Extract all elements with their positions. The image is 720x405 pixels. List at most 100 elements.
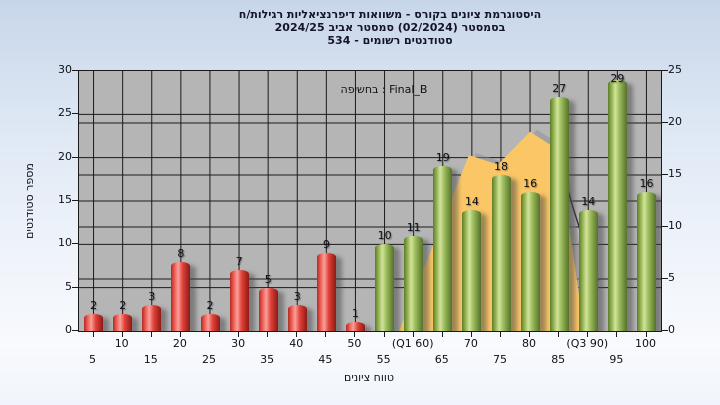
x-axis-title: טווח ציונים <box>344 371 394 384</box>
bar-value-label-40: 3 <box>293 290 301 303</box>
left-axis-tick <box>72 200 78 201</box>
plot-area: 2 2 3 8 2 7 5 3 9 1 10 11 19 14 18 16 27 14 29 16 בחשיפה : … <box>78 70 662 332</box>
left-axis-tick-label: 0 <box>65 323 72 336</box>
x-axis-label-row2: 35 <box>260 353 275 366</box>
x-axis-tick <box>558 332 560 337</box>
bar-value-label-65: 19 <box>435 151 450 165</box>
right-axis-tick-label: 25 <box>668 63 682 76</box>
x-axis-label-row1: 10 <box>114 337 129 350</box>
right-axis-tick <box>662 122 668 123</box>
x-axis-tick <box>179 332 181 337</box>
right-axis-tick-label: 15 <box>668 167 682 180</box>
bar-value-label-30: 7 <box>235 255 243 269</box>
left-axis-tick <box>72 113 78 115</box>
bar-value-label-70: 14 <box>464 194 479 208</box>
left-axis-tick <box>72 286 78 288</box>
right-axis-tick-label: 5 <box>668 271 675 284</box>
x-axis-label-row2: 65 <box>434 353 449 366</box>
right-axis-tick <box>662 70 668 71</box>
bar-value-label-20: 8 <box>177 246 185 260</box>
right-axis-tick-label: 0 <box>668 323 675 336</box>
x-axis-tick <box>616 332 618 337</box>
bar-grade-45 <box>316 253 336 331</box>
x-axis-label-row2: 5 <box>89 353 96 366</box>
chart-title-block: היסטוגרמת ציונים בקורס - משוואות דיפרנצי… <box>60 8 720 47</box>
bar-value-label-95: 29 <box>610 72 625 85</box>
bar-grade-50 <box>345 322 365 331</box>
x-axis-label-row1: 20 <box>172 337 187 350</box>
x-axis-tick <box>645 332 647 337</box>
left-axis-tick-label: 30 <box>58 63 72 76</box>
x-axis-tick <box>121 332 123 337</box>
bar-value-label-60: 11 <box>406 220 421 234</box>
x-axis-label-row2: 45 <box>318 353 333 366</box>
left-axis-tick <box>72 330 78 331</box>
x-axis-label-row1: (Q3 90) <box>566 337 609 350</box>
x-axis-tick <box>325 332 327 337</box>
x-axis-tick <box>412 332 414 337</box>
left-axis-tick-label: 15 <box>58 193 72 206</box>
left-axis-tick-label: 20 <box>58 149 72 163</box>
bar-grade-65 <box>433 166 453 331</box>
bar-grade-15 <box>142 305 162 331</box>
x-axis-label-row1: (Q1 60) <box>391 337 434 350</box>
bar-value-label-35: 5 <box>264 272 272 286</box>
x-axis-tick <box>500 332 501 337</box>
bar-grade-95 <box>607 79 627 331</box>
right-axis-tick <box>662 330 668 331</box>
bar-value-label-55: 10 <box>377 229 392 243</box>
bar-grade-25 <box>200 313 220 331</box>
x-axis-label-row1: 100 <box>635 337 656 350</box>
x-axis-tick <box>267 332 269 337</box>
chart-title-line3: סטודנטים רשומים - 534 <box>327 34 453 47</box>
bar-grade-70 <box>462 209 482 331</box>
left-axis-tick-label: 5 <box>65 279 72 293</box>
x-axis-label-row2: 25 <box>202 353 216 366</box>
right-axis-tick <box>662 278 668 279</box>
x-axis-tick <box>383 332 385 337</box>
bar-grade-55 <box>375 244 395 331</box>
bar-grade-90 <box>578 209 598 331</box>
x-axis-label-row2: 95 <box>609 353 624 366</box>
x-axis-tick <box>587 332 589 337</box>
x-axis-label-row2: 55 <box>376 353 391 366</box>
x-axis-tick <box>470 332 472 337</box>
bar-value-label-25: 2 <box>206 298 214 312</box>
left-axis-tick <box>72 243 78 245</box>
bar-value-label-100: 16 <box>639 177 654 191</box>
x-axis-label-row1: 30 <box>231 337 246 350</box>
bar-grade-5 <box>84 313 104 331</box>
x-axis-label-row1: 50 <box>347 337 362 350</box>
x-axis-tick <box>150 332 152 337</box>
bar-value-label-85: 27 <box>552 82 567 95</box>
x-axis-tick <box>354 332 356 337</box>
x-axis-tick <box>296 332 298 337</box>
right-axis-tick-label: 10 <box>668 219 682 232</box>
y-axis-title: מספר סטודנטים <box>23 163 36 239</box>
left-axis-tick-label: 25 <box>58 106 72 120</box>
bar-value-label-50: 1 <box>351 307 359 321</box>
x-axis-label-row1: 40 <box>289 337 304 350</box>
left-axis-tick <box>72 70 78 71</box>
chart-title-line1: היסטוגרמת ציונים בקורס - משוואות דיפרנצי… <box>238 8 542 21</box>
bar-grade-40 <box>287 305 307 331</box>
bar-value-label-75: 18 <box>494 160 508 173</box>
x-axis-tick <box>209 332 210 337</box>
bar-value-label-90: 14 <box>581 194 596 208</box>
bar-grade-30 <box>229 270 249 331</box>
bar-value-label-10: 2 <box>119 298 127 312</box>
x-axis-label-row2: 75 <box>493 353 507 366</box>
x-axis-label-row1: 80 <box>522 337 536 350</box>
bar-value-label-15: 3 <box>148 290 156 303</box>
left-axis-tick-label: 10 <box>58 236 72 250</box>
left-axis-tick <box>72 156 78 158</box>
bar-grade-85 <box>549 97 569 331</box>
x-axis-label-row2: 85 <box>551 353 566 366</box>
bar-value-label-45: 9 <box>322 238 330 251</box>
bar-grade-35 <box>258 287 278 331</box>
x-axis-tick <box>529 332 530 337</box>
right-axis-tick <box>662 226 668 227</box>
bar-value-label-5: 2 <box>90 298 98 312</box>
x-axis-label-row1: 70 <box>463 337 478 350</box>
